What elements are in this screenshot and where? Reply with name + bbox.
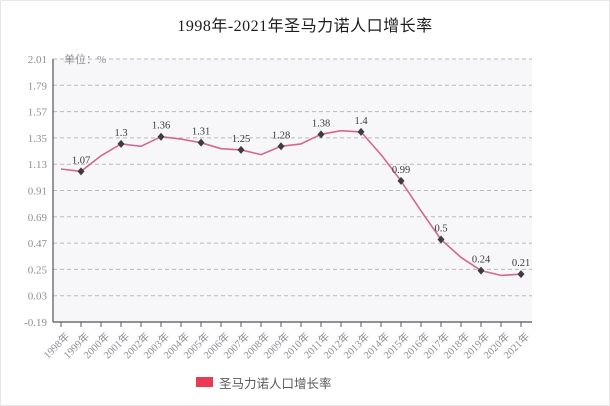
y-axis-tick-label: 1.13 [28,159,48,171]
data-point-label: 0.99 [392,165,410,176]
data-point-label: 1.28 [272,130,290,141]
data-point-label: 0.24 [472,255,491,266]
data-point-marker [157,132,165,141]
y-axis-tick-label: 2.01 [28,54,47,66]
unit-label: 单位：% [64,54,107,66]
data-point-label: 1.25 [232,134,250,145]
data-point-marker [197,138,205,147]
data-point-marker [437,235,445,244]
y-axis-tick-label: 1.35 [28,133,48,145]
legend-label: 圣马力诺人口增长率 [219,376,332,391]
data-point-marker [397,176,405,185]
legend-swatch [196,377,213,387]
y-axis-tick-label: 0.69 [28,212,48,224]
data-point-label: 1.07 [72,155,90,166]
y-axis-tick-label: 0.03 [28,291,48,303]
y-axis-tick-label: -0.19 [24,317,47,329]
data-point-marker [317,130,325,139]
data-point-marker [517,270,525,279]
data-point-marker [357,127,365,136]
y-axis-tick-label: 1.57 [28,107,48,119]
data-point-label: 0.5 [434,224,447,235]
data-point-label: 1.3 [114,128,127,139]
data-point-marker [77,167,85,176]
data-point-label: 1.38 [312,118,330,129]
data-line [60,129,522,277]
data-point-marker [117,139,125,148]
y-axis-tick-label: 0.25 [28,264,48,276]
y-axis-tick-label: 1.79 [28,80,48,92]
data-point-marker [277,142,285,151]
data-point-label: 1.4 [354,116,368,127]
data-point-label: 0.21 [512,258,530,269]
y-axis-tick-label: 0.47 [28,238,48,250]
legend: 圣马力诺人口增长率 [196,374,332,391]
data-point-marker [477,266,485,275]
data-point-label: 1.36 [152,121,170,132]
data-point-marker [237,145,245,154]
data-point-label: 1.31 [192,127,210,138]
chart-title: 1998年-2021年圣马力诺人口增长率 [177,18,433,35]
y-axis-tick-label: 0.91 [28,186,47,198]
